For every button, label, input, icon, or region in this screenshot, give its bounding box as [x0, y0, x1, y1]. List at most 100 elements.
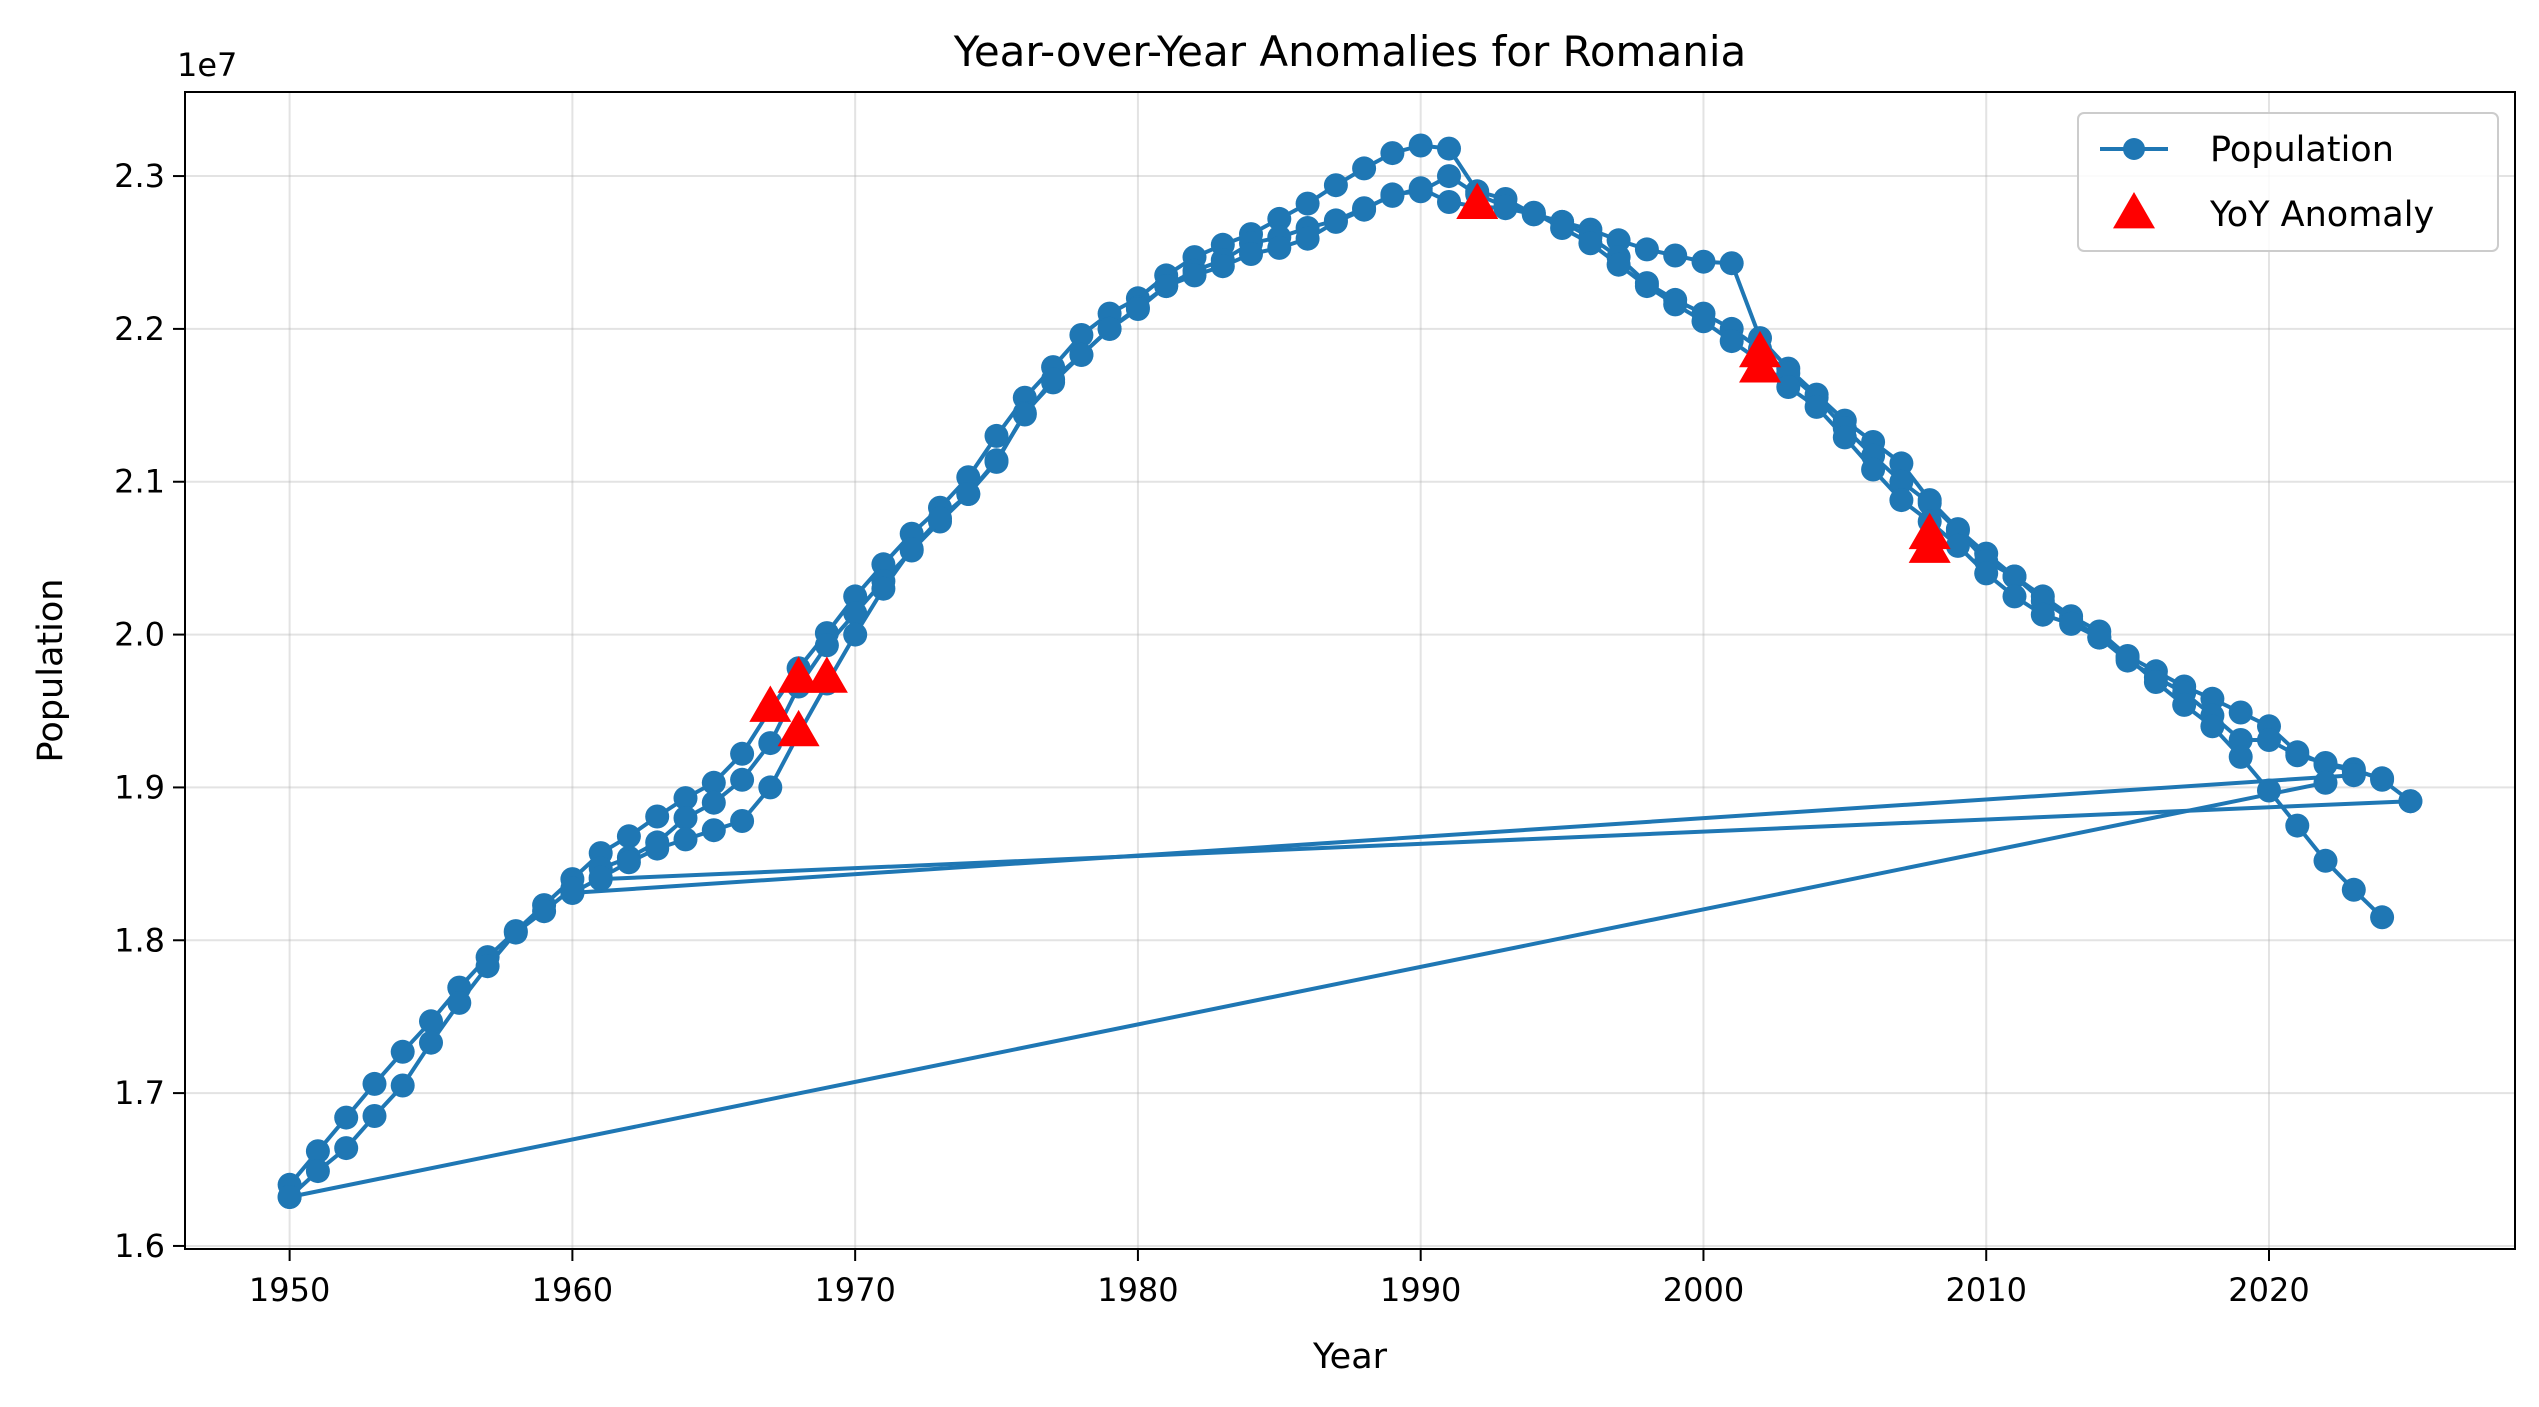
population-point	[2257, 728, 2281, 752]
population-point	[1663, 244, 1687, 268]
population-point	[1239, 242, 1263, 266]
population-point	[2172, 693, 2196, 717]
population-point	[1352, 156, 1376, 180]
population-point	[1409, 179, 1433, 203]
population-point	[1098, 317, 1122, 341]
population-point	[2229, 701, 2253, 725]
population-point	[1352, 198, 1376, 222]
population-point	[928, 506, 952, 530]
population-point	[1324, 173, 1348, 197]
population-point	[532, 899, 556, 923]
population-point	[2229, 745, 2253, 769]
population-point	[1211, 254, 1235, 278]
population-point	[758, 731, 782, 755]
legend: Population YoY Anomaly	[2078, 113, 2498, 251]
population-line-segment	[572, 176, 2382, 917]
y-tick-label: 1.9	[114, 768, 165, 806]
population-point	[1805, 395, 1829, 419]
population-point	[871, 577, 895, 601]
population-point	[617, 850, 641, 874]
population-point	[1635, 274, 1659, 298]
population-point	[1126, 297, 1150, 321]
y-tick-label: 1.7	[114, 1074, 165, 1112]
population-point	[815, 633, 839, 657]
population-point	[589, 866, 613, 890]
y-tick-label: 2.1	[114, 463, 165, 501]
population-point	[1494, 195, 1518, 219]
population-point	[1013, 403, 1037, 427]
population-point	[985, 448, 1009, 472]
population-point	[2342, 763, 2366, 787]
population-point	[1974, 561, 1998, 585]
population-point	[1522, 201, 1546, 225]
population-line-segment	[601, 188, 2411, 868]
population-point	[1720, 251, 1744, 275]
x-axis-ticks: 1950 1960 1970 1980 1990 2000 2010 2020	[249, 1249, 2310, 1309]
population-point	[2314, 771, 2338, 795]
population-point	[1069, 343, 1093, 367]
population-point	[2144, 670, 2168, 694]
population-point	[1041, 367, 1065, 391]
population-point	[1861, 458, 1885, 482]
population-line-segment	[290, 146, 2383, 1185]
population-point	[2285, 814, 2309, 838]
y-tick-label: 1.6	[114, 1227, 165, 1265]
population-point	[1409, 134, 1433, 158]
population-point	[2031, 603, 2055, 627]
population-point	[560, 876, 584, 900]
population-point	[391, 1074, 415, 1098]
population-point	[2314, 849, 2338, 873]
population-point	[1550, 216, 1574, 240]
population-line-segment	[572, 775, 2353, 893]
population-point	[1296, 227, 1320, 251]
population-point	[363, 1072, 387, 1096]
population-point	[1889, 488, 1913, 512]
population-point	[391, 1040, 415, 1064]
population-point	[1578, 231, 1602, 255]
y-tick-label: 1.8	[114, 921, 165, 959]
x-tick-label: 2010	[1946, 1271, 2027, 1309]
population-point	[1380, 141, 1404, 165]
anomaly-markers	[749, 183, 1950, 747]
y-tick-label: 2.2	[114, 310, 165, 348]
population-point	[1380, 182, 1404, 206]
population-point	[334, 1106, 358, 1130]
population-point	[702, 791, 726, 815]
x-tick-label: 1960	[532, 1271, 613, 1309]
population-point	[447, 991, 471, 1015]
population-point	[900, 537, 924, 561]
y-axis-offset-label: 1e7	[177, 46, 237, 84]
x-tick-label: 1970	[814, 1271, 895, 1309]
population-point	[2116, 646, 2140, 670]
population-point	[419, 1031, 443, 1055]
population-point	[730, 768, 754, 792]
x-tick-label: 1990	[1380, 1271, 1461, 1309]
population-point	[504, 921, 528, 945]
legend-population-label: Population	[2210, 130, 2394, 170]
y-tick-label: 2.0	[114, 616, 165, 654]
population-point	[1946, 534, 1970, 558]
x-axis-label: Year	[1312, 1337, 1388, 1377]
population-point	[843, 623, 867, 647]
population-point	[2059, 612, 2083, 636]
population-point	[1607, 253, 1631, 277]
population-point	[363, 1104, 387, 1128]
legend-population-marker	[2123, 138, 2145, 160]
population-point	[2200, 714, 2224, 738]
population-point	[419, 1009, 443, 1033]
population-point	[476, 954, 500, 978]
population-point	[1663, 292, 1687, 316]
population-point	[2003, 584, 2027, 608]
population-point	[2370, 768, 2394, 792]
population-point	[645, 805, 669, 829]
population-point	[730, 809, 754, 833]
x-tick-label: 1950	[249, 1271, 330, 1309]
population-point	[334, 1136, 358, 1160]
population-point	[306, 1159, 330, 1183]
x-tick-label: 1980	[1097, 1271, 1178, 1309]
population-point	[2257, 779, 2281, 803]
y-axis-label: Population	[31, 579, 71, 763]
y-tick-label: 2.3	[114, 157, 165, 195]
